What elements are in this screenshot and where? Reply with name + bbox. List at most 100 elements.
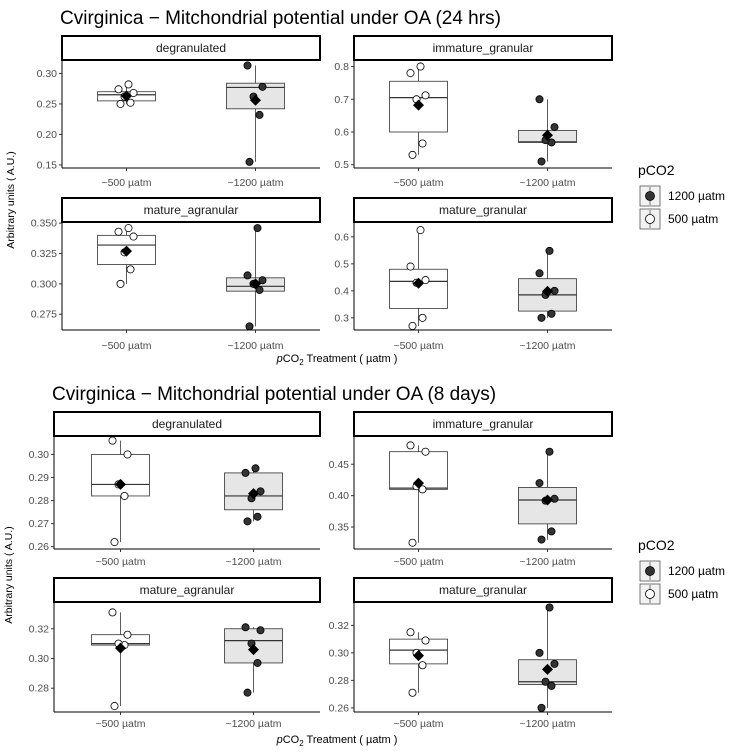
facet-strip — [353, 35, 613, 61]
data-point — [547, 681, 556, 690]
data-point — [406, 441, 415, 450]
data-point — [418, 313, 427, 322]
data-point — [418, 139, 427, 148]
mean-marker — [542, 285, 553, 297]
data-point — [537, 535, 546, 544]
data-point — [421, 276, 430, 285]
mean-marker — [413, 650, 424, 662]
facet-panel-mature_granular: mature_granular 0.26 0.28 0.30 0.32 ~500 µatm… — [329, 577, 613, 730]
x-tick-label: ~500 µatm — [101, 177, 151, 189]
data-point — [537, 703, 546, 712]
x-axis-label-main: CO — [283, 734, 300, 746]
x-tick-label: ~500 µatm — [393, 340, 443, 352]
data-point — [243, 688, 252, 697]
facet-panel-degranulated: degranulated 0.26 0.27 0.28 0.29 0.30 ~500 µat… — [29, 411, 321, 568]
data-point — [416, 226, 425, 235]
data-point — [241, 623, 250, 632]
y-tick-label: 0.25 — [37, 98, 58, 110]
data-point — [110, 538, 119, 547]
y-tick-label: 0.26 — [29, 541, 50, 553]
data-point — [245, 322, 254, 331]
data-point — [258, 82, 267, 91]
x-axis-label-rest: Treatment ( µatm ) — [304, 734, 398, 746]
data-point — [545, 246, 554, 255]
data-point — [124, 80, 133, 89]
data-point — [421, 91, 430, 100]
facet-panel-mature_granular: mature_granular 0.3 0.4 0.5 0.6 ~500 µatm ~120… — [334, 197, 613, 352]
data-point — [535, 648, 544, 657]
y-tick-label: 0.40 — [329, 490, 350, 502]
facet-panel-mature_agranular: mature_agranular 0.275 0.300 0.325 0.350 ~500… — [31, 197, 321, 352]
data-point — [253, 512, 262, 521]
data-point — [126, 265, 135, 274]
legend-label: 500 µatm — [668, 212, 718, 226]
data-point — [545, 447, 554, 456]
data-point — [535, 479, 544, 488]
x-tick-label: ~1200 µatm — [520, 177, 576, 189]
x-axis-label: pCO2 Treatment ( µatm ) — [276, 734, 398, 748]
mean-marker — [115, 642, 126, 654]
facet-panel-immature_granular: immature_granular 0.5 0.6 0.7 0.8 ~500 µatm ~1… — [334, 35, 613, 189]
data-point — [256, 626, 265, 635]
data-point — [253, 224, 262, 233]
mean-marker — [250, 278, 261, 290]
data-point — [108, 608, 117, 617]
data-point — [116, 99, 125, 108]
facet-strip — [53, 577, 321, 603]
x-axis-label-sub: 2 — [299, 739, 304, 748]
data-point — [416, 62, 425, 71]
data-point — [537, 157, 546, 166]
data-point — [547, 527, 556, 536]
data-point — [421, 636, 430, 645]
data-point — [110, 702, 119, 711]
chart-title: Cvirginica − Mitchondrial potential unde… — [52, 384, 496, 405]
legend-label: 1200 µatm — [668, 564, 725, 578]
data-point — [406, 69, 415, 78]
x-axis-label-sub: 2 — [299, 358, 304, 367]
x-tick-label: ~1200 µatm — [520, 718, 576, 730]
data-point — [129, 88, 138, 97]
x-tick-label: ~1200 µatm — [228, 340, 284, 352]
data-point — [241, 468, 250, 477]
data-point — [406, 628, 415, 637]
x-tick-label: ~500 µatm — [95, 556, 145, 568]
data-point — [243, 271, 252, 280]
data-point — [258, 276, 267, 285]
data-point — [129, 232, 138, 241]
data-point — [108, 436, 117, 445]
y-tick-label: 0.45 — [329, 459, 350, 471]
facet-strip-label: degranulated — [156, 41, 226, 55]
mean-marker — [413, 277, 424, 289]
facet-strip-label: immature_granular — [433, 41, 534, 55]
y-tick-label: 0.28 — [29, 683, 50, 695]
facet-strip — [353, 411, 613, 437]
mean-marker — [121, 90, 132, 102]
y-tick-label: 0.5 — [334, 159, 349, 171]
data-point — [547, 309, 556, 318]
x-tick-label: ~1200 µatm — [226, 556, 282, 568]
data-point — [255, 110, 264, 119]
x-tick-label: ~1200 µatm — [228, 177, 284, 189]
x-axis-label-italic: p — [276, 353, 283, 365]
y-tick-label: 0.7 — [334, 94, 349, 106]
data-point — [256, 487, 265, 496]
mean-marker — [542, 129, 553, 141]
y-tick-label: 0.30 — [37, 68, 58, 80]
x-axis-label-italic: p — [276, 734, 283, 746]
y-tick-label: 0.29 — [29, 472, 50, 484]
data-point — [251, 464, 260, 473]
legend-label: 500 µatm — [668, 587, 718, 601]
facet-strip-label: mature_agranular — [140, 583, 235, 597]
facet-panel-degranulated: degranulated 0.15 0.20 0.25 0.30 ~500 µatm ~12… — [37, 35, 321, 189]
y-tick-label: 0.350 — [31, 218, 57, 230]
facet-strip — [353, 577, 613, 603]
legend-key-point — [645, 191, 655, 201]
y-tick-label: 0.32 — [329, 620, 350, 632]
facet-panel-mature_agranular: mature_agranular 0.28 0.30 0.32 ~500 µatm ~12… — [29, 577, 321, 730]
data-point — [123, 450, 132, 459]
y-tick-label: 0.4 — [334, 285, 349, 297]
y-tick-label: 0.300 — [31, 278, 57, 290]
data-point — [408, 538, 417, 547]
x-axis-label-rest: Treatment ( µatm ) — [304, 353, 398, 365]
facet-strip — [61, 35, 321, 61]
